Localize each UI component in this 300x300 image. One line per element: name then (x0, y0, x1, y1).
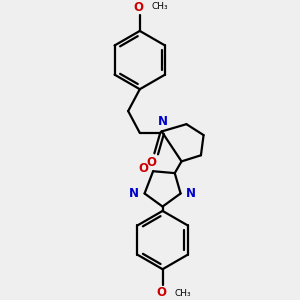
Text: N: N (186, 187, 196, 200)
Text: CH₃: CH₃ (174, 289, 191, 298)
Text: O: O (133, 1, 143, 14)
Text: N: N (129, 187, 139, 200)
Text: O: O (146, 156, 157, 169)
Text: N: N (158, 115, 168, 128)
Text: CH₃: CH₃ (152, 2, 168, 11)
Text: O: O (156, 286, 166, 299)
Text: O: O (139, 162, 149, 176)
